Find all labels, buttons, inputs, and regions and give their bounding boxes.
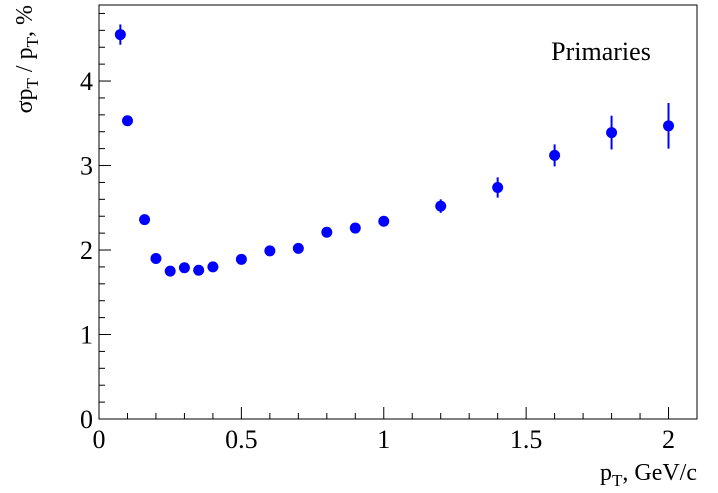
y-axis-title-sub2: T bbox=[23, 36, 42, 47]
x-tick-label: 0.5 bbox=[225, 425, 258, 454]
data-point bbox=[121, 115, 133, 127]
data-point bbox=[606, 127, 618, 139]
y-axis-title: σpT / pT, % bbox=[12, 5, 42, 113]
x-axis-tick-labels: 0 0.5 1 1.5 2 bbox=[93, 425, 676, 454]
y-axis-title-sigma: σ bbox=[12, 100, 38, 113]
y-tick-label: 3 bbox=[80, 152, 93, 181]
y-axis-tick-labels: 0 1 2 3 4 bbox=[80, 67, 93, 434]
y-axis-title-sub1: T bbox=[23, 77, 42, 88]
y-tick-label: 1 bbox=[80, 321, 93, 350]
data-point bbox=[139, 214, 151, 226]
data-point bbox=[207, 261, 219, 273]
y-axis-title-slash: / p bbox=[12, 47, 38, 78]
annotation-label: Primaries bbox=[551, 37, 651, 66]
x-axis-title-sub: T bbox=[612, 471, 623, 490]
x-tick-label: 1 bbox=[377, 425, 390, 454]
data-point bbox=[114, 29, 126, 41]
x-axis-title-suffix: , GeV/c bbox=[622, 460, 697, 486]
x-tick-label: 0 bbox=[93, 425, 106, 454]
data-point bbox=[164, 265, 176, 277]
x-axis-title-p: p bbox=[600, 460, 612, 486]
data-point bbox=[663, 120, 675, 132]
y-tick-label: 2 bbox=[80, 236, 93, 265]
data-point bbox=[349, 222, 361, 234]
x-tick-label: 1.5 bbox=[510, 425, 543, 454]
x-axis-ticks bbox=[98, 407, 698, 419]
y-tick-label: 4 bbox=[80, 67, 93, 96]
data-point bbox=[150, 252, 162, 264]
data-point bbox=[292, 242, 304, 254]
data-point bbox=[264, 245, 276, 257]
data-point bbox=[178, 262, 190, 274]
x-tick-label: 2 bbox=[662, 425, 675, 454]
data-point bbox=[435, 200, 447, 212]
y-axis-title-p: p bbox=[12, 88, 38, 100]
x-axis-title: pT, GeV/c bbox=[600, 460, 697, 490]
data-point bbox=[549, 149, 561, 161]
data-points bbox=[114, 29, 675, 277]
data-point bbox=[193, 264, 205, 276]
y-axis-ticks bbox=[99, 12, 111, 420]
data-point bbox=[321, 226, 333, 238]
plot-frame bbox=[98, 4, 698, 420]
data-point bbox=[492, 181, 504, 193]
data-point bbox=[235, 253, 247, 265]
y-axis-title-suffix: , % bbox=[12, 5, 38, 37]
y-tick-label: 0 bbox=[80, 405, 93, 434]
data-point bbox=[378, 215, 390, 227]
